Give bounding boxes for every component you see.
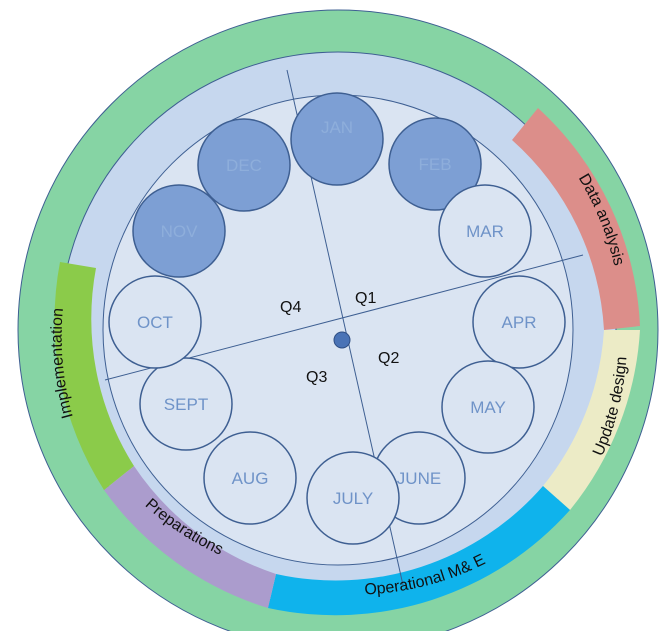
phase-segment-update-design [543,330,640,510]
month-circle-feb [388,117,482,211]
month-circle-apr [472,275,566,369]
month-circle-jan [290,92,384,186]
month-label-feb: FEB [418,155,451,174]
month-circle-aug [203,431,297,525]
month-label-june: JUNE [397,469,441,488]
month-label-aug: AUG [232,469,269,488]
month-label-apr: APR [502,313,537,332]
month-circle-july [306,451,400,545]
phase-segment-operational-me [268,486,570,616]
month-label-may: MAY [470,398,506,417]
quarter-label-q2: Q2 [378,350,399,367]
month-circle-may [441,360,535,454]
month-label-mar: MAR [466,222,504,241]
quarter-label-q1: Q1 [355,290,376,307]
month-circle-mar [438,184,532,278]
month-label-dec: DEC [226,156,262,175]
quarter-label-q4: Q4 [280,299,301,316]
month-circle-oct [108,275,202,369]
month-label-oct: OCT [137,313,173,332]
month-label-july: JULY [333,489,373,508]
month-circle-nov [132,184,226,278]
phase-segment-implementation [54,262,135,490]
phase-segment-data-analysis [512,108,640,330]
quarter-label-q3: Q3 [306,369,327,386]
center-dot [333,331,351,349]
month-circle-dec [197,118,291,212]
month-label-nov: NOV [161,222,199,241]
month-circles: JAN FEB MAR APR MAY JUNE JULY AUG SEPT OCT NOV DEC [108,92,566,545]
month-label-jan: JAN [321,118,353,137]
phase-segment-preparations [104,466,276,608]
month-circle-sept [139,357,233,451]
month-label-sept: SEPT [164,395,208,414]
